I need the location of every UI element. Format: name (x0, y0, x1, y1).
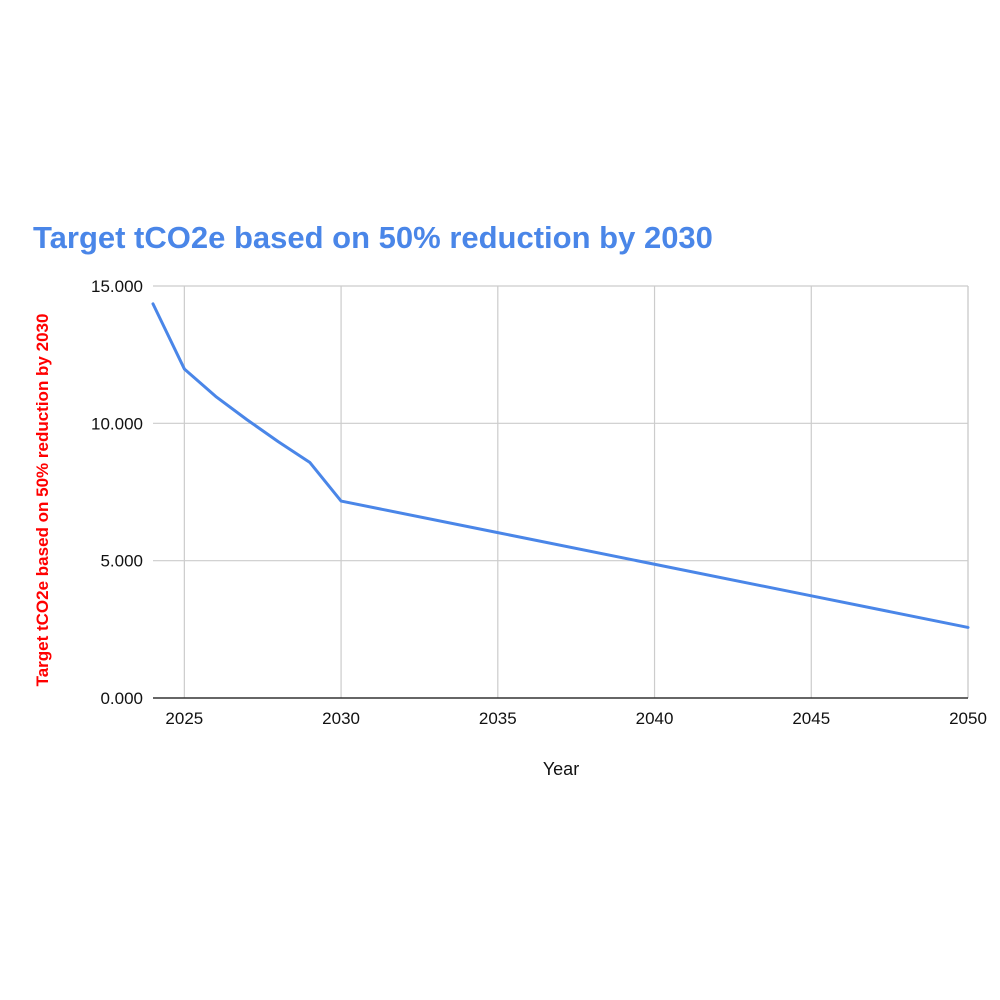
chart-title: Target tCO2e based on 50% reduction by 2… (33, 220, 713, 255)
y-tick-label: 15.000 (91, 277, 143, 296)
x-tick-label: 2050 (949, 709, 987, 728)
grid-lines (153, 285, 969, 698)
x-tick-label: 2040 (636, 709, 674, 728)
y-tick-label: 10.000 (91, 414, 143, 433)
series-line (151, 302, 970, 629)
x-tick-label: 2045 (792, 709, 830, 728)
x-axis-title: Year (543, 759, 579, 779)
x-tick-label: 2025 (165, 709, 203, 728)
tick-labels: 0.000 5.000 10.000 15.000 2025 2030 2035 2040 20… (91, 277, 987, 728)
x-tick-label: 2030 (322, 709, 360, 728)
y-axis-title: Target tCO2e based on 50% reduction by 2… (33, 314, 52, 687)
y-tick-label: 0.000 (100, 689, 143, 708)
y-tick-label: 5.000 (100, 552, 143, 571)
x-tick-label: 2035 (479, 709, 517, 728)
series-layer (151, 302, 970, 629)
